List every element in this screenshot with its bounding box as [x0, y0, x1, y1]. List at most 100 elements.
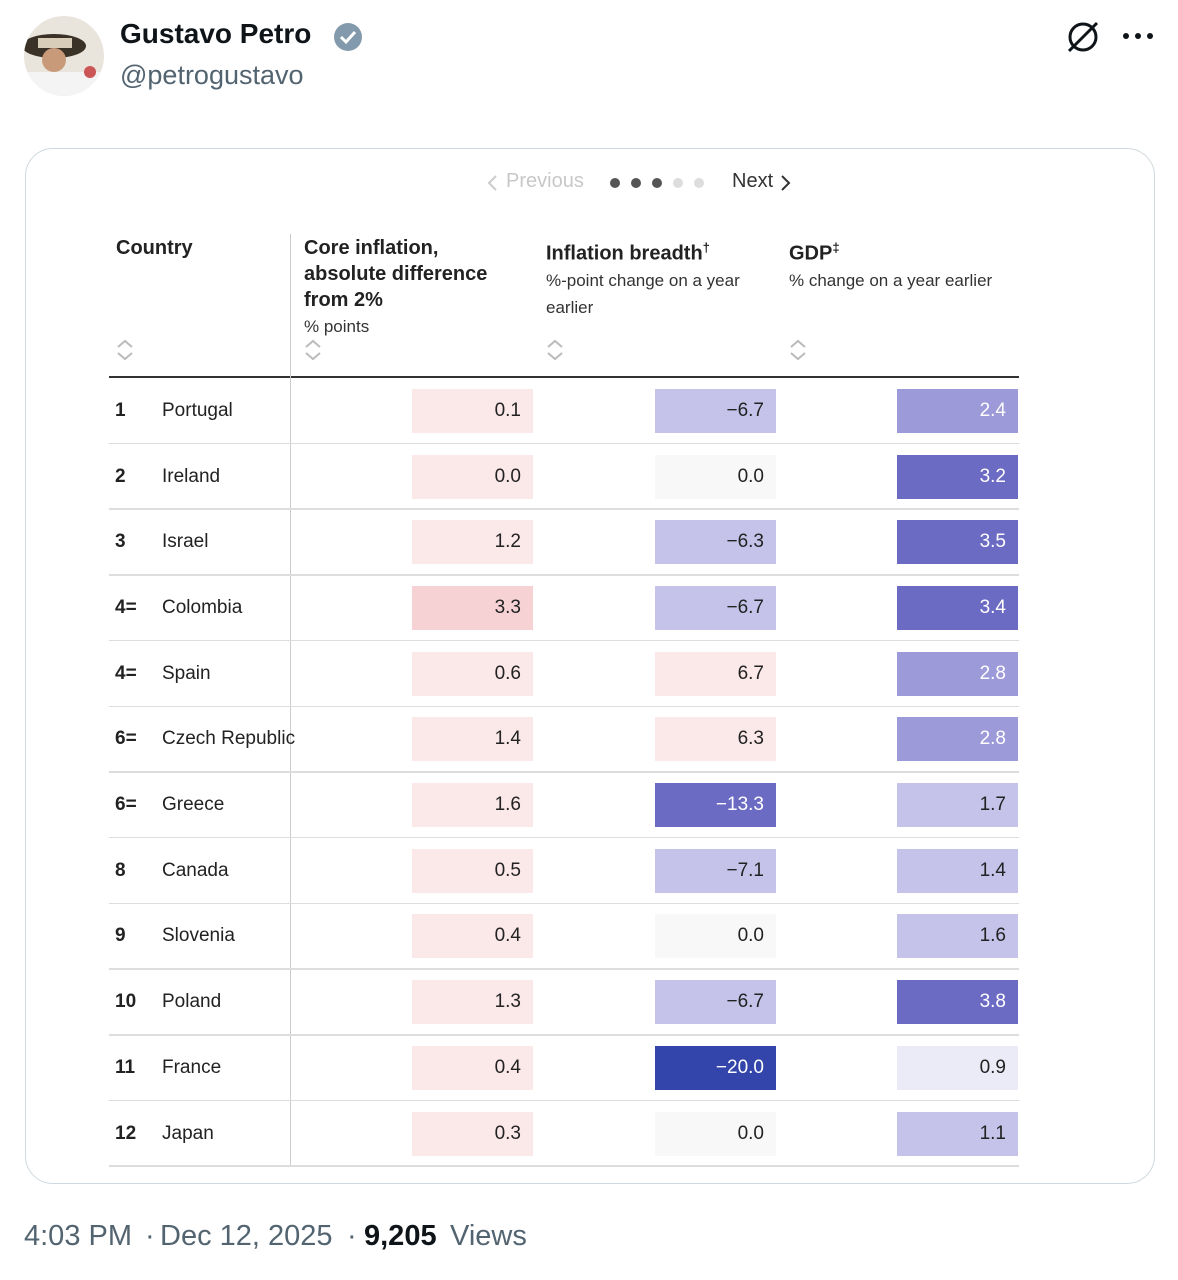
rank: 4= [115, 596, 137, 618]
separator: · [347, 1220, 357, 1252]
next-chevron [781, 175, 791, 191]
sort-icon[interactable] [789, 338, 807, 367]
value-cell: 3.5 [897, 520, 1018, 565]
column-header: Inflation breadth† %-point change on a ye… [546, 235, 746, 321]
rank: 12 [115, 1122, 137, 1144]
country: Portugal [162, 399, 233, 421]
row-rule [109, 968, 1019, 970]
column-header: GDP‡ % change on a year earlier [789, 235, 1009, 294]
row-rule [109, 1034, 1019, 1036]
value-cell: 6.3 [655, 717, 776, 762]
page-dots [610, 178, 704, 188]
country: Israel [162, 531, 209, 553]
value-cell: 0.3 [412, 1111, 533, 1156]
header-title: Inflation breadth [546, 242, 703, 265]
value-cell: −13.3 [655, 783, 776, 828]
value-cell: 3.3 [412, 585, 533, 630]
header-subtitle: % change on a year earlier [789, 270, 993, 290]
value-cell: −6.7 [655, 980, 776, 1025]
header-title: GDP [789, 242, 833, 265]
value-cell: 1.2 [412, 520, 533, 565]
value-cell: 2.4 [897, 388, 1018, 433]
value-cell: 1.4 [897, 848, 1018, 893]
country: Poland [162, 991, 222, 1013]
value-cell: 3.2 [897, 454, 1018, 499]
value-cell: 0.4 [412, 1045, 533, 1090]
value-cell: 0.1 [412, 388, 533, 433]
author-handle[interactable]: @petrogustavo [120, 60, 304, 90]
value-cell: 3.4 [897, 585, 1018, 630]
country: Canada [162, 859, 229, 881]
rank: 3 [115, 531, 126, 553]
sort-icon[interactable] [546, 338, 564, 367]
rank: 9 [115, 925, 126, 947]
sort-icon[interactable] [304, 338, 322, 367]
value-cell: 0.6 [412, 651, 533, 696]
row-rule [109, 574, 1019, 576]
column-divider [290, 234, 291, 1165]
value-cell: 1.7 [897, 783, 1018, 828]
grok-icon[interactable] [1064, 18, 1102, 56]
value-cell: 0.5 [412, 848, 533, 893]
value-cell: −6.3 [655, 520, 776, 565]
value-cell: 3.8 [897, 980, 1018, 1025]
country: Greece [162, 794, 225, 816]
country: Spain [162, 662, 211, 684]
column-header: Country [116, 235, 276, 261]
country: Japan [162, 1122, 214, 1144]
row-rule [109, 1165, 1019, 1167]
country: France [162, 1056, 222, 1078]
view-count: 9,205 [364, 1220, 437, 1252]
rank: 6= [115, 794, 137, 816]
value-cell: −20.0 [655, 1045, 776, 1090]
country: Colombia [162, 596, 243, 618]
row-rule [109, 639, 1019, 642]
separator: · [145, 1220, 155, 1252]
row-rule [109, 771, 1019, 773]
prev-chevron [487, 175, 497, 191]
row-rule [109, 442, 1019, 445]
value-cell: 2.8 [897, 717, 1018, 762]
author-name[interactable]: Gustavo Petro [120, 18, 312, 49]
rank: 11 [115, 1056, 136, 1078]
header-mark: ‡ [832, 240, 840, 255]
value-cell: 0.9 [897, 1045, 1018, 1090]
header-title: Country [116, 237, 193, 259]
value-cell: 0.0 [655, 914, 776, 959]
value-cell: −6.7 [655, 585, 776, 630]
value-cell: 2.8 [897, 651, 1018, 696]
sort-icon[interactable] [116, 338, 134, 367]
views-label: Views [450, 1220, 527, 1252]
row-rule [109, 508, 1019, 510]
header-rule [109, 376, 1019, 378]
value-cell: 1.6 [897, 914, 1018, 959]
time: 4:03 PM [24, 1220, 132, 1252]
value-cell: −7.1 [655, 848, 776, 893]
rank: 8 [115, 859, 126, 881]
avatar[interactable] [24, 16, 104, 96]
rank: 2 [115, 465, 126, 487]
value-cell: 1.4 [412, 717, 533, 762]
more-icon[interactable] [1120, 28, 1156, 44]
media-card[interactable] [25, 148, 1155, 1184]
next-button[interactable]: Next [732, 170, 774, 192]
value-cell: 1.3 [412, 980, 533, 1025]
value-cell: 6.7 [655, 651, 776, 696]
value-cell: 1.1 [897, 1111, 1018, 1156]
row-rule [109, 1099, 1019, 1102]
value-cell: 1.6 [412, 783, 533, 828]
rank: 10 [115, 991, 137, 1013]
rank: 4= [115, 662, 137, 684]
row-rule [109, 902, 1019, 905]
prev-button[interactable]: Previous [506, 170, 584, 192]
row-rule [109, 705, 1019, 707]
value-cell: 0.0 [655, 1111, 776, 1156]
verified-badge [334, 23, 362, 51]
country: Ireland [162, 465, 221, 487]
header-subtitle: %-point change on a year earlier [546, 270, 740, 317]
row-rule [109, 836, 1019, 839]
country: Czech Republic [162, 728, 296, 750]
value-cell: −6.7 [655, 388, 776, 433]
rank: 1 [115, 399, 126, 421]
